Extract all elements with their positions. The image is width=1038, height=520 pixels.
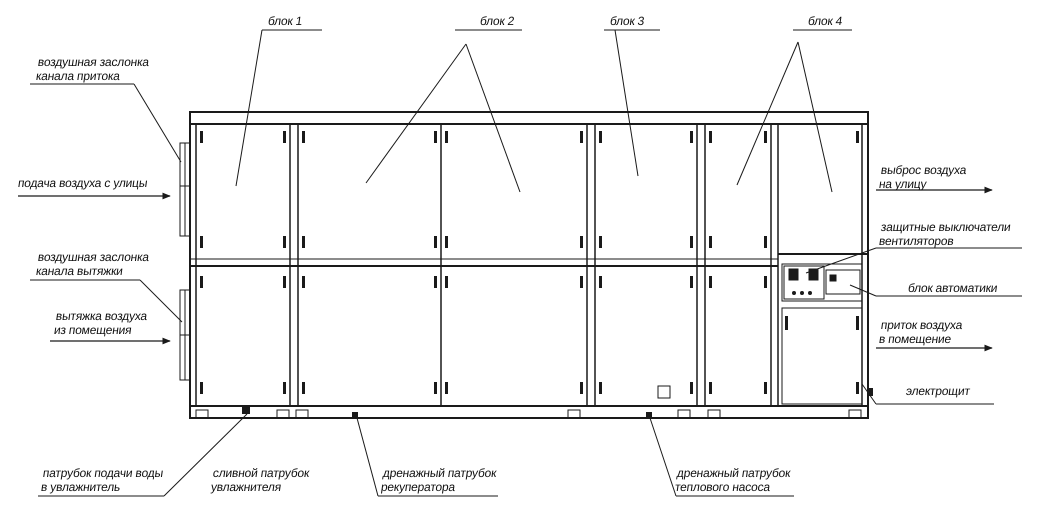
- label-room-exhaust: вытяжка воздуха из помещения: [53, 309, 149, 337]
- label-block-4: блок 4: [807, 14, 844, 28]
- exhaust-damper: [179, 289, 191, 381]
- switchboard-cabinet: [781, 307, 863, 405]
- label-fan-switches: защитные выключатели вентиляторов: [878, 220, 1012, 248]
- block-dividers: [195, 124, 863, 406]
- label-street-discharge: выброс воздуха на улицу: [878, 163, 968, 191]
- label-block-3: блок 3: [609, 14, 646, 28]
- water-fittings: [242, 388, 873, 417]
- label-water-inlet: патрубок подачи воды в увлажнитель: [40, 466, 165, 494]
- label-recuperator-drain: дренажный патрубок рекуператора: [380, 466, 498, 494]
- label-automation-unit: блок автоматики: [907, 281, 999, 295]
- fan-switch-2: [808, 268, 819, 281]
- hinges: [200, 131, 859, 394]
- service-hatch: [657, 385, 671, 399]
- base-fittings: [195, 409, 862, 419]
- label-supply-damper: воздушная заслонка канала притока: [35, 55, 150, 83]
- label-humidifier-drain: сливной патрубок увлажнителя: [210, 466, 311, 494]
- label-block-2: блок 2: [479, 14, 516, 28]
- automation-box: [781, 263, 863, 302]
- fan-switch-1: [788, 268, 799, 281]
- label-block-1: блок 1: [267, 14, 304, 28]
- label-heatpump-drain: дренажный патрубок теплового насоса: [674, 466, 792, 494]
- label-exhaust-damper: воздушная заслонка канала вытяжки: [35, 250, 150, 278]
- label-street-air-supply: подача воздуха с улицы: [17, 176, 149, 190]
- label-room-supply: приток воздуха в помещение: [878, 318, 964, 346]
- label-switchboard: электрощит: [905, 384, 971, 398]
- fan-switches-panel: [783, 265, 825, 300]
- supply-damper: [179, 142, 191, 237]
- airflow-arrows: [18, 186, 993, 352]
- leader-lines: [30, 29, 1022, 497]
